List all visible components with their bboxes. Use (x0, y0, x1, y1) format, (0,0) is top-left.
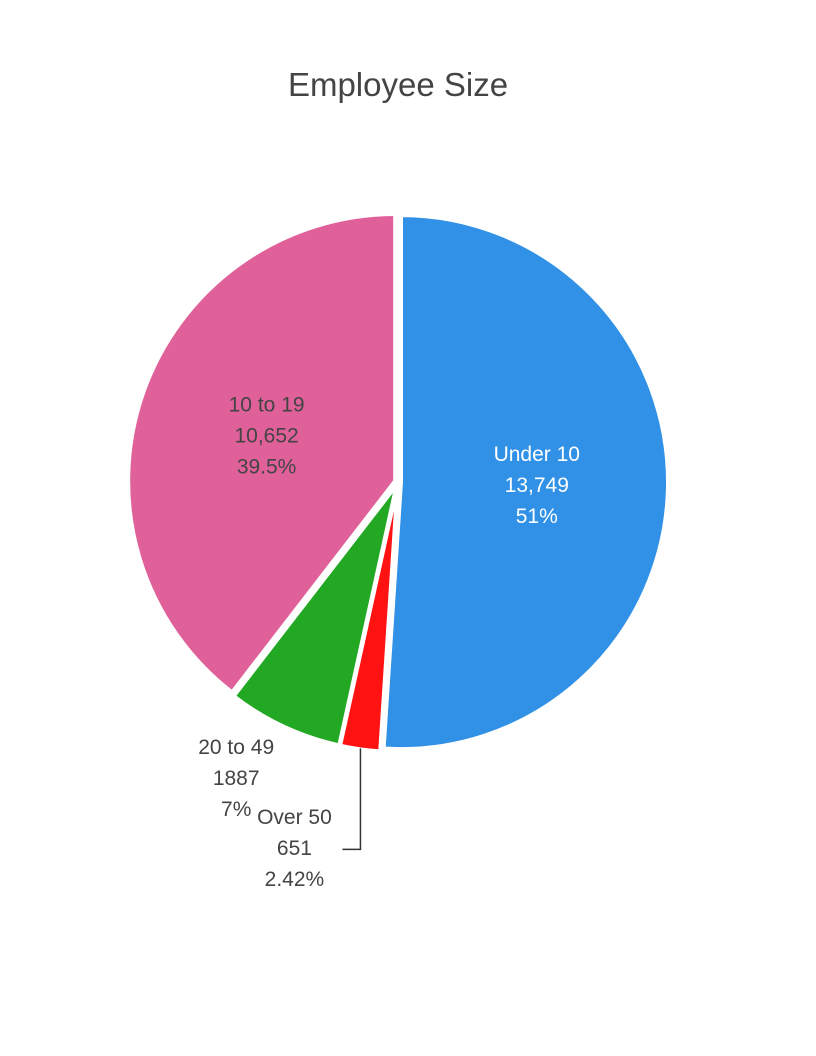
pie-leader-lines (342, 748, 362, 851)
slice-label-percent-over-50: 2.42% (265, 868, 325, 891)
slice-label-percent-10-to-19: 39.5% (237, 456, 297, 479)
slice-label-value-under-10: 13,749 (505, 474, 569, 497)
slice-label-value-over-50: 651 (277, 837, 312, 860)
pie-slice-under-10 (381, 213, 670, 752)
pie-slice-20-to-49 (231, 482, 399, 748)
slice-label-name-10-to-19: 10 to 19 (229, 394, 305, 417)
slice-label-name-20-to-49: 20 to 49 (198, 736, 274, 759)
pie-slices (126, 212, 670, 754)
pie-labels: Under 10 13,749 51% Over 50 651 2.42% 20 to 49… (198, 394, 580, 891)
slice-label-percent-20-to-49: 7% (221, 798, 251, 821)
slice-label-name-over-50: Over 50 (257, 806, 332, 829)
leader-line-over-50 (342, 748, 362, 851)
pie-slice-10-to-19 (126, 212, 398, 695)
slice-label-percent-under-10: 51% (516, 505, 558, 528)
slice-label-name-under-10: Under 10 (494, 443, 580, 466)
slice-label-value-10-to-19: 10,652 (234, 425, 298, 448)
chart-title: Employee Size (287, 66, 509, 103)
slice-label-value-20-to-49: 1887 (213, 767, 260, 790)
